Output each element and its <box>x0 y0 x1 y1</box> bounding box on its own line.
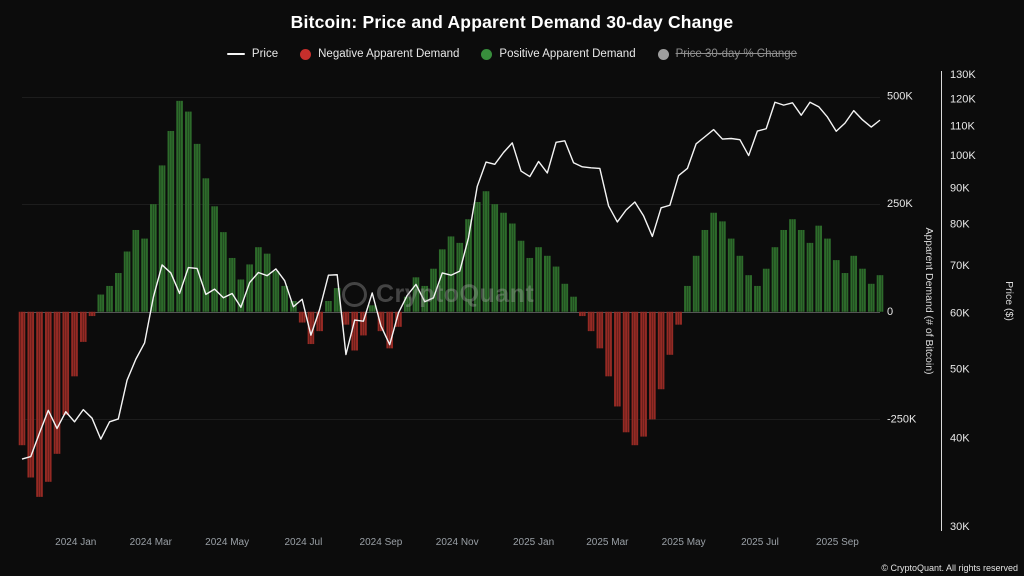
chart-title: Bitcoin: Price and Apparent Demand 30-da… <box>290 12 734 32</box>
copyright-text: © CryptoQuant. All rights reserved <box>881 563 1018 573</box>
legend-item-label: Price <box>251 48 279 60</box>
price-line-marker <box>226 53 245 55</box>
legend-item-positive-apparent-demand[interactable]: Positive Apparent Demand <box>481 48 636 60</box>
legend-item-price-30d-change[interactable]: Price 30-day % Change <box>657 48 798 60</box>
legend-item-price[interactable]: Price <box>226 48 279 60</box>
legend-item-negative-apparent-demand[interactable]: Negative Apparent Demand <box>300 48 459 60</box>
negative-demand-dot-icon <box>300 48 312 60</box>
positive-demand-dot-icon <box>481 48 493 60</box>
legend-item-label: Price 30-day % Change <box>675 48 798 60</box>
price-30d-change-dot-icon <box>657 48 669 60</box>
legend: Price Negative Apparent Demand Positive … <box>0 48 1024 60</box>
legend-item-label: Negative Apparent Demand <box>318 48 460 60</box>
legend-item-label: Positive Apparent Demand <box>499 48 636 60</box>
